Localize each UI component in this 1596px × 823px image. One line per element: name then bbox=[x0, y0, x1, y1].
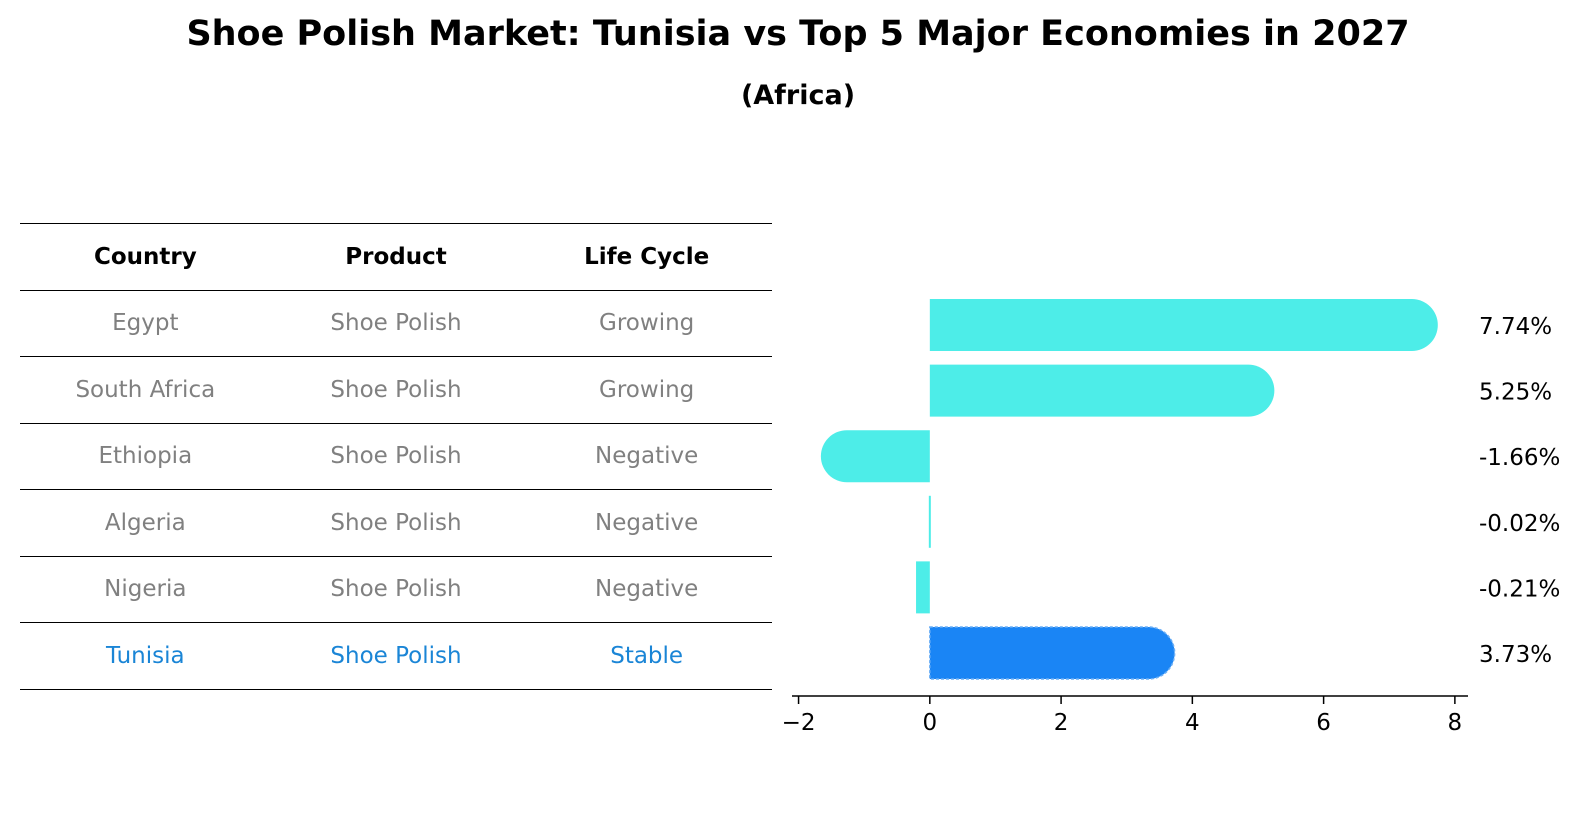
cell-life-cycle: Growing bbox=[521, 289, 772, 357]
table-row: Algeria Shoe Polish Negative bbox=[20, 489, 772, 557]
header-country: Country bbox=[20, 223, 271, 291]
table-row: Nigeria Shoe Polish Negative bbox=[20, 555, 772, 623]
cell-country: Egypt bbox=[20, 289, 271, 357]
cell-country: Algeria bbox=[20, 489, 271, 557]
x-tick-label: 6 bbox=[1316, 710, 1331, 736]
bar-tunisia bbox=[929, 626, 1176, 680]
cell-product: Shoe Polish bbox=[270, 489, 522, 557]
cell-country: South Africa bbox=[20, 356, 271, 424]
table-row: South Africa Shoe Polish Growing bbox=[20, 356, 772, 424]
bar-egypt bbox=[929, 299, 1438, 351]
cell-country: Ethiopia bbox=[20, 422, 271, 490]
data-label: -1.66% bbox=[1479, 445, 1560, 471]
cell-product: Shoe Polish bbox=[270, 422, 522, 490]
cell-life-cycle: Stable bbox=[521, 622, 772, 690]
cell-product: Shoe Polish bbox=[270, 555, 522, 623]
x-tick-label: 8 bbox=[1448, 710, 1463, 736]
x-tick-label: 0 bbox=[923, 710, 938, 736]
x-tick-label: 2 bbox=[1054, 710, 1069, 736]
data-label: -0.21% bbox=[1479, 576, 1560, 602]
bar-algeria bbox=[928, 495, 931, 548]
table-row: Egypt Shoe Polish Growing bbox=[20, 289, 772, 357]
data-label: -0.02% bbox=[1479, 511, 1560, 537]
x-tick-label: 4 bbox=[1185, 710, 1200, 736]
data-label: 7.74% bbox=[1479, 314, 1552, 340]
header-life-cycle: Life Cycle bbox=[521, 223, 772, 291]
bar-south-africa bbox=[929, 364, 1275, 417]
cell-product: Shoe Polish bbox=[270, 622, 522, 690]
bar-ethiopia bbox=[820, 430, 930, 483]
data-label: 5.25% bbox=[1479, 380, 1552, 406]
cell-life-cycle: Negative bbox=[521, 555, 772, 623]
cell-life-cycle: Negative bbox=[521, 422, 772, 490]
cell-country: Tunisia bbox=[20, 622, 271, 690]
cell-life-cycle: Negative bbox=[521, 489, 772, 557]
data-label: 3.73% bbox=[1479, 642, 1552, 668]
table-row: Ethiopia Shoe Polish Negative bbox=[20, 422, 772, 490]
chart-title: Shoe Polish Market: Tunisia vs Top 5 Maj… bbox=[186, 14, 1410, 54]
cell-country: Nigeria bbox=[20, 555, 271, 623]
header-product: Product bbox=[270, 223, 522, 291]
cell-product: Shoe Polish bbox=[270, 289, 522, 357]
table-row-highlight: Tunisia Shoe Polish Stable bbox=[20, 622, 772, 690]
x-tick-label: −2 bbox=[782, 710, 816, 736]
cell-product: Shoe Polish bbox=[270, 356, 522, 424]
market-table: Country Product Life Cycle Egypt Shoe Po… bbox=[20, 223, 772, 690]
table-header-row: Country Product Life Cycle bbox=[20, 223, 772, 291]
chart-subtitle: (Africa) bbox=[740, 80, 856, 111]
bar-nigeria bbox=[916, 561, 930, 614]
